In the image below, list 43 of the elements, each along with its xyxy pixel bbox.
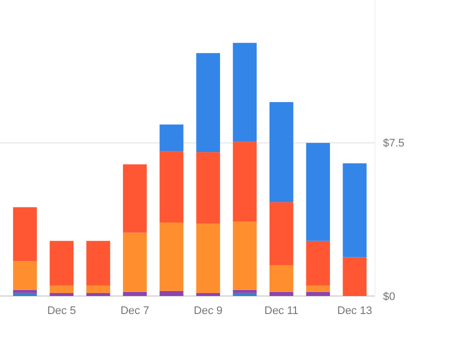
bar	[122, 232, 147, 292]
bar	[13, 290, 37, 293]
bar	[232, 221, 257, 290]
x-tick-label: Dec 5	[47, 305, 76, 317]
bar	[86, 286, 110, 293]
y-tick-label: $7.5	[383, 138, 404, 150]
bar	[13, 207, 37, 262]
bar	[232, 292, 257, 296]
x-tick-label: Dec 13	[337, 305, 372, 317]
bar	[86, 292, 110, 296]
bar	[270, 265, 294, 292]
bar	[196, 152, 220, 224]
bar	[160, 124, 184, 152]
bar	[306, 292, 330, 296]
y-tick-label: $0	[383, 290, 396, 303]
bar	[160, 222, 184, 291]
bar	[306, 240, 330, 286]
x-tick-label: Dec 7	[120, 305, 150, 317]
x-tick-label: Dec 11	[264, 305, 298, 317]
bar	[86, 240, 110, 286]
bar	[270, 292, 294, 296]
bar	[306, 142, 330, 241]
x-tick-label: Dec 9	[194, 305, 223, 317]
bar	[50, 286, 74, 293]
bar	[196, 224, 220, 293]
bar	[270, 202, 294, 266]
bar	[196, 292, 220, 296]
bar	[122, 164, 147, 233]
bar	[232, 42, 257, 142]
bar	[232, 142, 257, 222]
bar	[160, 151, 184, 223]
bar	[270, 102, 294, 202]
bar	[342, 163, 367, 258]
bar	[306, 286, 330, 292]
bar	[196, 53, 220, 152]
bar	[122, 292, 147, 296]
bar	[342, 257, 367, 296]
bar	[160, 290, 184, 296]
bar	[13, 292, 37, 296]
bar	[50, 240, 74, 286]
bar	[13, 261, 37, 290]
bar	[232, 290, 257, 293]
bar	[50, 292, 74, 296]
